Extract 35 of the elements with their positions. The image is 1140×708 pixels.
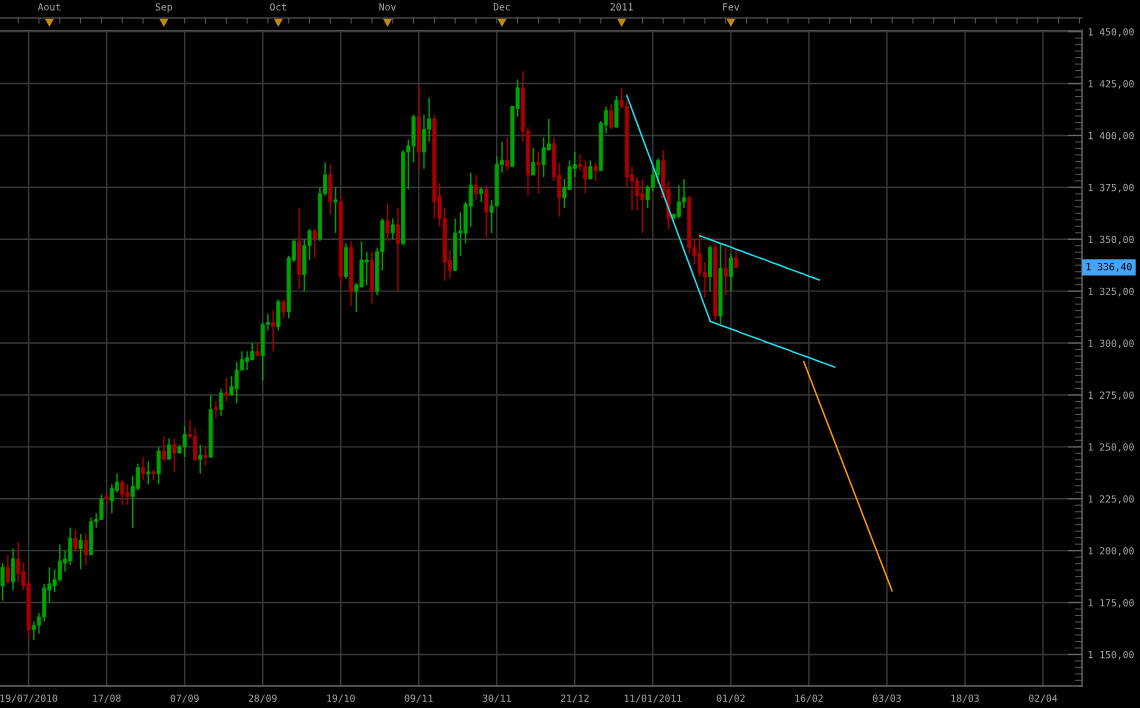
- x-tick-label: 07/09: [170, 694, 199, 703]
- x-tick-label: 30/11: [482, 694, 511, 703]
- x-tick-label: 03/03: [872, 694, 901, 703]
- x2-tick-label: Fev: [723, 3, 740, 11]
- y-tick-label: 1 250,00: [1088, 443, 1134, 452]
- x-tick-label: 16/02: [795, 694, 823, 703]
- y-tick-label: 1 325,00: [1088, 287, 1134, 297]
- x2-tick-label: Oct: [270, 3, 287, 11]
- x-tick-label: 19/10: [327, 694, 355, 703]
- x-tick-label: 02/04: [1028, 694, 1058, 703]
- x-tick-label: 18/03: [951, 694, 979, 703]
- x2-tick-label: Aout: [37, 3, 61, 11]
- y-tick-label: 1 200,00: [1088, 547, 1134, 556]
- y-tick-label: 1 450,00: [1088, 28, 1134, 37]
- x-tick-label: 19/07/2010: [0, 694, 58, 703]
- y-tick-label: 1 300,00: [1088, 339, 1134, 349]
- y-tick-label: 1 350,00: [1088, 235, 1134, 245]
- text: 1 336,40: [1086, 262, 1132, 272]
- x2-tick-label: Sep: [155, 3, 173, 13]
- x2-tick-label: Nov: [379, 3, 396, 11]
- y-tick-label: 1 150,00: [1088, 650, 1134, 660]
- x-tick-label: 01/02: [716, 694, 745, 703]
- y-tick-label: 1 425,00: [1088, 80, 1134, 89]
- y-tick-label: 1 400,00: [1088, 131, 1134, 141]
- x2-tick-label: 2011: [610, 3, 633, 11]
- x2-tick-label: Dec: [493, 3, 510, 11]
- y-tick-label: 1 225,00: [1088, 495, 1134, 504]
- y-tick-label: 1 275,00: [1088, 391, 1134, 401]
- x-tick-label: 11/01/2011: [624, 694, 682, 703]
- y-tick-label: 1 375,00: [1088, 183, 1134, 193]
- y-tick-label: 1 175,00: [1088, 599, 1134, 608]
- x-tick-label: 28/09: [248, 694, 277, 703]
- x-tick-label: 09/11: [404, 694, 433, 703]
- x-tick-label: 17/08: [93, 694, 121, 703]
- x-tick-label: 21/12: [560, 694, 589, 703]
